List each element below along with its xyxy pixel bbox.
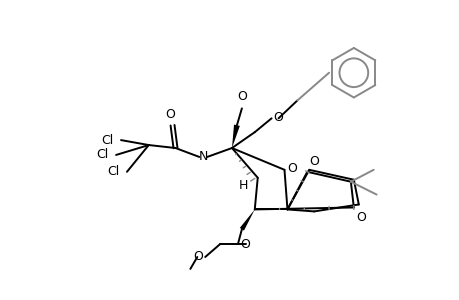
Text: N: N: [198, 150, 207, 164]
Text: Cl: Cl: [106, 165, 119, 178]
Text: O: O: [240, 238, 249, 250]
Text: O: O: [308, 155, 319, 168]
Text: O: O: [273, 111, 283, 124]
Text: O: O: [165, 108, 175, 121]
Text: Cl: Cl: [101, 134, 113, 147]
Polygon shape: [239, 209, 254, 231]
Text: O: O: [193, 250, 203, 263]
Text: H: H: [239, 179, 248, 192]
Text: O: O: [236, 90, 246, 104]
Text: O: O: [287, 162, 297, 175]
Text: Cl: Cl: [95, 148, 108, 161]
Text: O: O: [355, 212, 365, 224]
Polygon shape: [231, 124, 239, 148]
